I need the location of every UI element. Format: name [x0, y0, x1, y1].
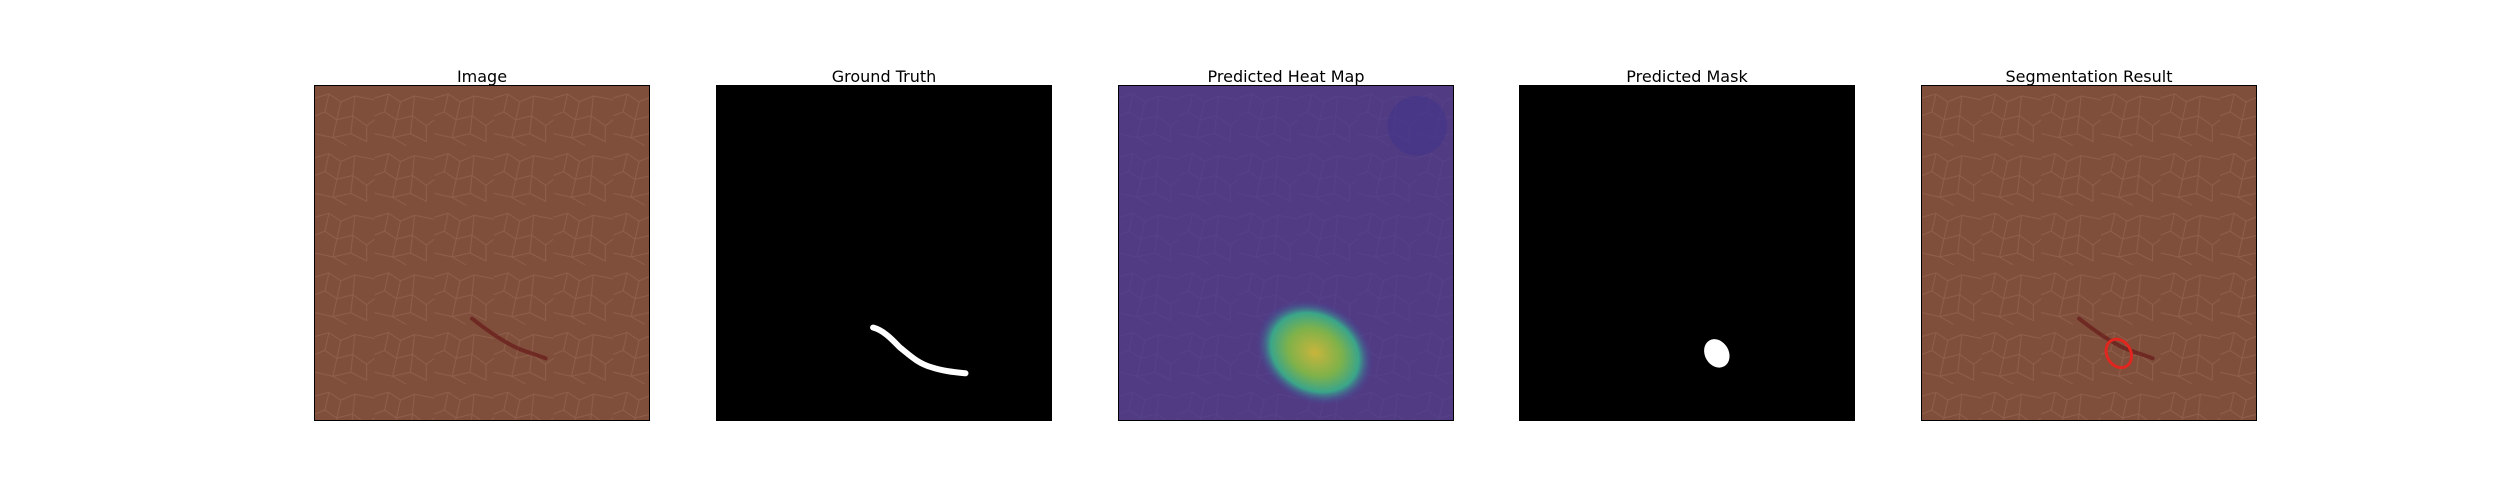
panel-image: Image: [314, 68, 650, 422]
panel-segmentation-result: Segmentation Result: [1921, 68, 2257, 422]
panel-predicted-mask: Predicted Mask: [1519, 68, 1855, 422]
panel-title: Predicted Heat Map: [1207, 67, 1365, 86]
defect-scratch: [2077, 316, 2155, 361]
predicted-mask: [1519, 85, 1855, 421]
predicted-mask-blob: [1704, 339, 1730, 368]
panel-title: Image: [456, 67, 508, 86]
panel-title: Predicted Mask: [1626, 67, 1748, 86]
heat-hotspot: [1255, 299, 1374, 406]
heat-map-image: [1118, 85, 1454, 421]
segmentation-contour: [2104, 337, 2134, 370]
panel-title: Ground Truth: [831, 67, 937, 86]
panel-title: Segmentation Result: [2005, 67, 2173, 86]
ground-truth-defect: [870, 324, 969, 377]
panel-heat-map: Predicted Heat Map: [1118, 68, 1454, 422]
defect-scratch: [470, 316, 548, 361]
panel-ground-truth: Ground Truth: [716, 68, 1052, 422]
segmentation-result-image: [1921, 85, 2257, 421]
input-image: [314, 85, 650, 421]
ground-truth-mask: [716, 85, 1052, 421]
